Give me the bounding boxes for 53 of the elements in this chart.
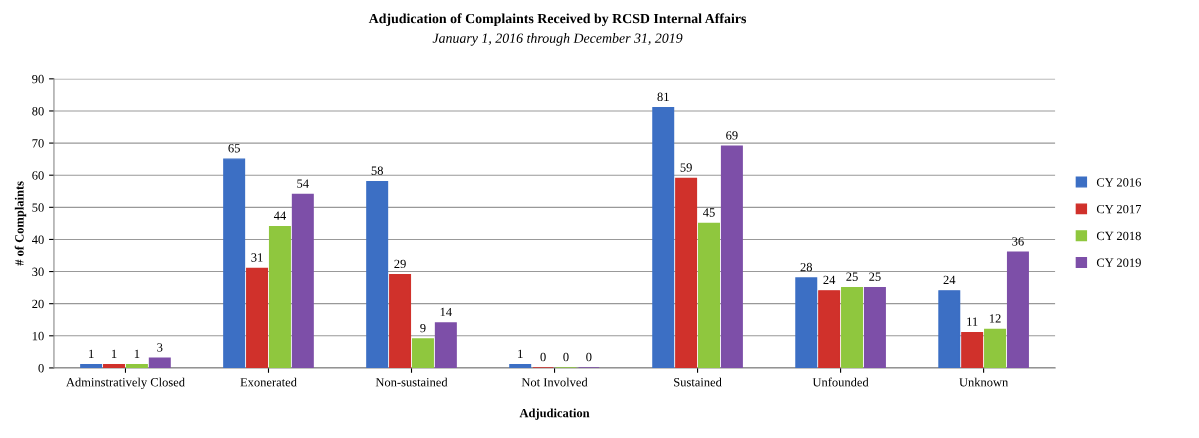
data-label: 29	[394, 259, 406, 269]
y-tick-label: 80	[32, 106, 44, 116]
legend-label: CY 2018	[1096, 231, 1141, 241]
data-label: 1	[112, 349, 117, 358]
x-tick-label: Non-sustained	[375, 377, 448, 387]
data-label: 59	[680, 163, 692, 172]
y-tick-label: 40	[31, 235, 44, 244]
x-tick-label: Unfounded	[812, 377, 869, 387]
y-tick-label: 0	[38, 363, 44, 373]
x-axis-title: Adjudication	[519, 408, 590, 420]
data-label: 1	[518, 349, 523, 358]
y-tick-label: 10	[32, 331, 44, 341]
y-tick-label: 30	[32, 267, 44, 277]
data-label: 25	[846, 272, 858, 281]
data-label: 81	[657, 92, 669, 102]
data-label: 58	[371, 166, 383, 175]
data-label: 0	[540, 352, 546, 362]
data-label: 14	[440, 307, 452, 317]
data-label: 12	[989, 314, 1001, 323]
x-tick-label: Sustained	[674, 377, 722, 387]
y-tick-label: 50	[32, 203, 44, 212]
legend-label: CY 2019	[1096, 258, 1141, 267]
data-label: 1	[89, 349, 94, 358]
data-label: 0	[563, 352, 569, 362]
data-label: 0	[586, 352, 592, 362]
y-axis-title: # of Complaints	[14, 181, 27, 266]
y-tick-label: 20	[32, 299, 44, 309]
data-label: 25	[869, 272, 881, 281]
data-label: 9	[420, 323, 426, 333]
y-tick-label: 90	[32, 74, 44, 84]
data-label: 1	[134, 349, 140, 358]
data-label: 45	[703, 208, 715, 217]
legend-label: CY 2017	[1096, 204, 1142, 214]
data-label: 65	[228, 144, 240, 153]
x-tick-label: Not Involved	[521, 377, 588, 387]
data-label: 28	[800, 262, 813, 272]
data-label: 36	[1012, 237, 1024, 246]
y-tick-label: 60	[32, 171, 44, 180]
data-label: 44	[273, 211, 286, 220]
data-label: 54	[297, 179, 309, 188]
data-label: 24	[823, 275, 836, 284]
x-tick-label: Adminstratively Closed	[66, 377, 185, 390]
data-label: 3	[157, 343, 163, 352]
x-tick-label: Unknown	[959, 377, 1009, 387]
chart-subtitle: January 1, 2016 through December 31, 2019	[432, 33, 683, 46]
data-label: 69	[726, 131, 738, 140]
legend-label: CY 2016	[1096, 178, 1142, 187]
data-label: 31	[251, 253, 263, 262]
chart-title: Adjudication of Complaints Received by RCSD Internal Affairs	[368, 13, 747, 27]
x-tick-label: Exonerated	[240, 377, 297, 387]
data-label: 24	[943, 275, 956, 284]
data-label: 11	[967, 317, 978, 326]
y-tick-label: 70	[32, 139, 44, 148]
